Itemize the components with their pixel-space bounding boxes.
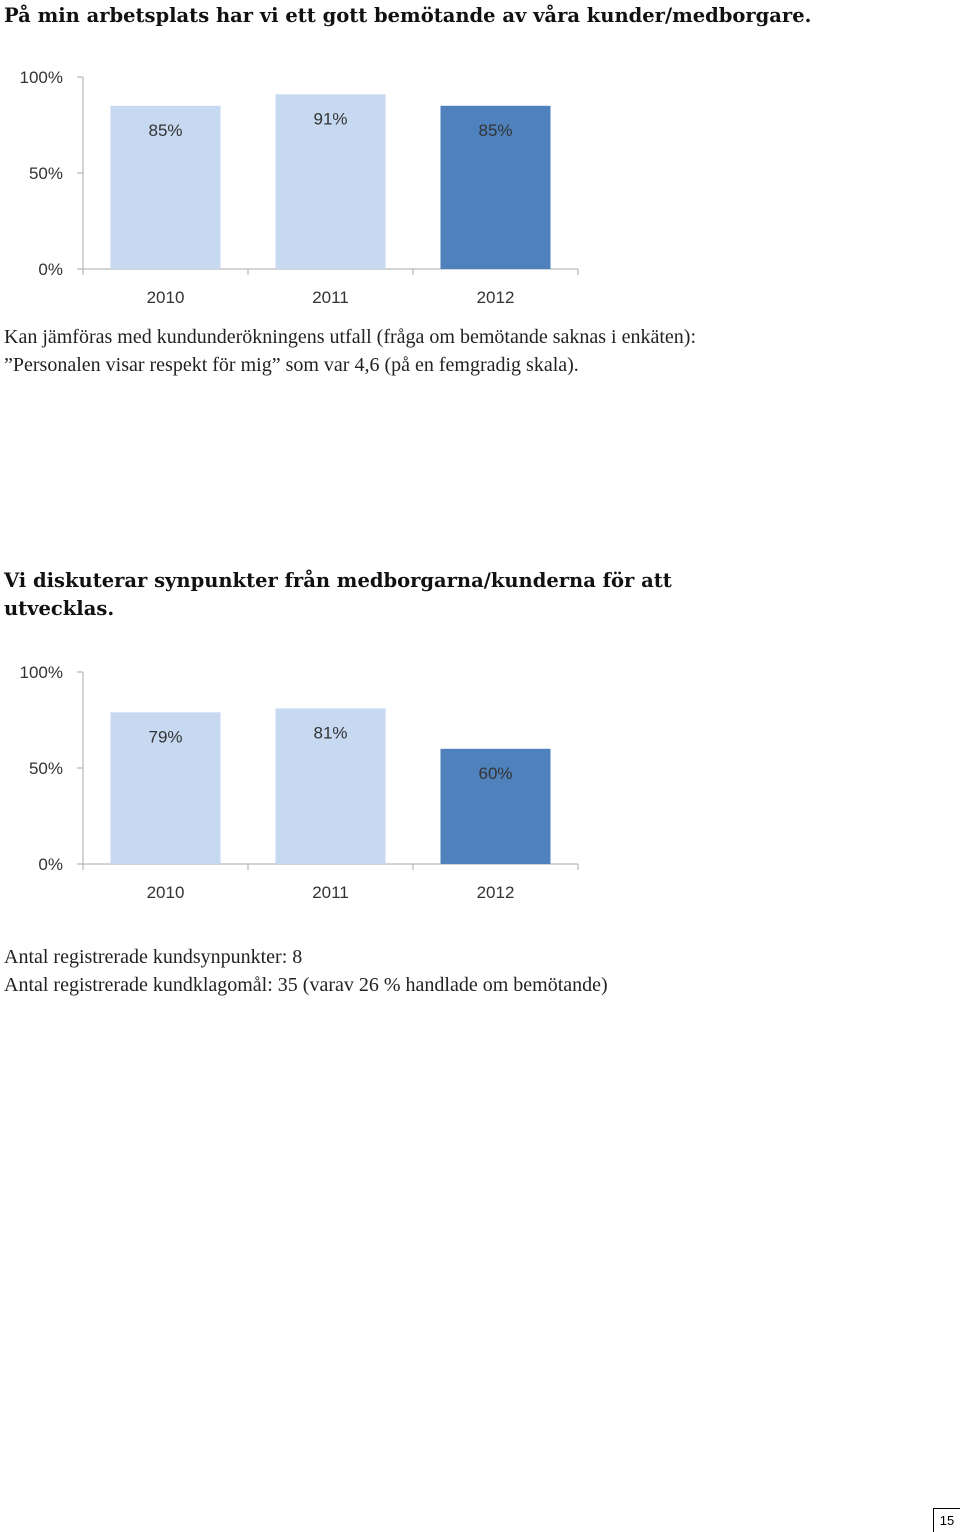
data-label-2012: 60%: [478, 764, 512, 783]
bar-chart-2-svg: 0% 50% 100% 79% 2010 81% 2011 60% 2012: [20, 663, 579, 902]
bar-2011: [275, 94, 386, 269]
x-tick-label-2010: 2010: [147, 288, 185, 307]
comparison-note: Kan jämföras med kundunderökningens utfa…: [4, 323, 954, 379]
bar-chart-2: 0% 50% 100% 79% 2010 81% 2011 60% 2012: [0, 655, 600, 905]
x-tick-label-2012: 2012: [477, 883, 515, 902]
data-label-2012: 85%: [478, 121, 512, 140]
x-tick-label-2010: 2010: [147, 883, 185, 902]
x-tick-label-2011: 2011: [312, 288, 349, 307]
question-heading-1: På min arbetsplats har vi ett gott bemöt…: [4, 4, 812, 27]
registered-feedback-line-2: Antal registrerade kundklagomål: 35 (var…: [4, 974, 608, 996]
data-label-2011: 91%: [313, 109, 347, 128]
y-tick-label: 100%: [20, 68, 63, 87]
data-label-2010: 85%: [148, 121, 182, 140]
registered-feedback-note: Antal registrerade kundsynpunkter: 8 Ant…: [4, 943, 954, 999]
x-tick-label-2011: 2011: [312, 883, 349, 902]
data-label-2010: 79%: [148, 727, 182, 746]
y-tick-label: 50%: [29, 164, 63, 183]
y-tick-label: 100%: [20, 663, 63, 682]
y-tick-label: 50%: [29, 759, 63, 778]
y-tick-label: 0%: [38, 855, 63, 874]
registered-feedback-line-1: Antal registrerade kundsynpunkter: 8: [4, 946, 303, 968]
bar-chart-1: 0% 50% 100% 85% 2010 91% 2011 85% 2012: [0, 60, 600, 310]
question-heading-2: Vi diskuterar synpunkter från medborgarn…: [4, 569, 672, 620]
bar-2012: [440, 748, 551, 864]
x-tick-label-2012: 2012: [477, 288, 515, 307]
comparison-note-line-2: ”Personalen visar respekt för mig” som v…: [4, 354, 579, 376]
data-label-2011: 81%: [313, 723, 347, 742]
page-number: 15: [933, 1508, 960, 1532]
y-tick-label: 0%: [38, 260, 63, 279]
bar-2011: [275, 708, 386, 864]
bar-2010: [110, 105, 221, 269]
bar-2012: [440, 105, 551, 269]
bar-2010: [110, 712, 221, 864]
comparison-note-line-1: Kan jämföras med kundunderökningens utfa…: [4, 326, 697, 348]
bar-chart-1-svg: 0% 50% 100% 85% 2010 91% 2011 85% 2012: [20, 68, 579, 307]
